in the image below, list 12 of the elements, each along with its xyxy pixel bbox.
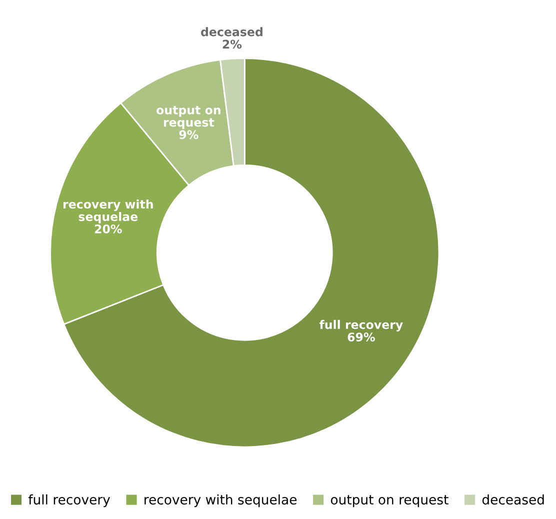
data-label: 20% — [94, 224, 122, 234]
data-label: 9% — [179, 130, 198, 140]
legend-label: output on request — [330, 495, 448, 508]
legend-label: recovery with sequelae — [144, 494, 297, 508]
legend-label: full recovery — [28, 494, 110, 508]
data-label: 2% — [222, 40, 242, 49]
slice-label: output on request — [156, 106, 220, 130]
legend-label: deceased — [482, 494, 544, 505]
data-label: 69% — [348, 332, 375, 342]
slice-label: deceased — [201, 27, 262, 36]
slice-label: recovery with sequelae — [64, 200, 153, 224]
slice-label: full recovery — [319, 320, 403, 332]
